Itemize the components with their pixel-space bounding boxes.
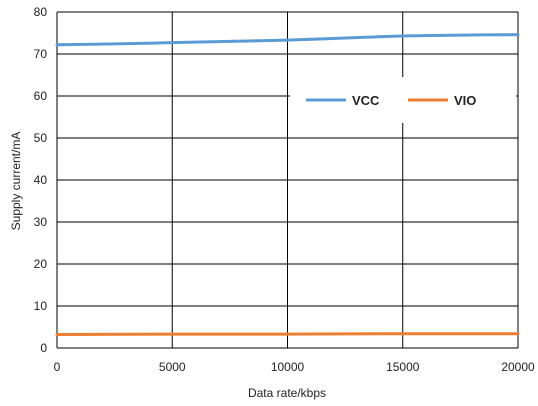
y-tick-label: 80 bbox=[34, 5, 48, 19]
y-tick-label: 30 bbox=[34, 215, 48, 229]
legend-label-vio: VIO bbox=[454, 93, 476, 108]
y-tick-label: 40 bbox=[34, 173, 48, 187]
x-axis-title: Data rate/kbps bbox=[248, 386, 326, 400]
y-tick-label: 60 bbox=[34, 89, 48, 103]
x-tick-label: 5000 bbox=[159, 360, 186, 374]
x-tick-label: 15000 bbox=[386, 360, 420, 374]
series-line-vcc bbox=[55, 33, 520, 47]
y-tick-label: 0 bbox=[40, 341, 47, 355]
gridlines bbox=[56, 11, 519, 349]
y-tick-label: 50 bbox=[34, 131, 48, 145]
y-tick-label: 20 bbox=[34, 257, 48, 271]
y-tick-label: 70 bbox=[34, 47, 48, 61]
y-axis-title: Supply current/mA bbox=[9, 132, 23, 231]
series-lines bbox=[55, 33, 520, 337]
y-axis-ticks: 0 10 20 30 40 50 60 70 80 bbox=[34, 5, 48, 355]
x-tick-label: 10000 bbox=[271, 360, 305, 374]
x-tick-label: 20000 bbox=[501, 360, 535, 374]
y-tick-label: 10 bbox=[34, 299, 48, 313]
legend-label-vcc: VCC bbox=[352, 93, 380, 108]
x-tick-label: 0 bbox=[54, 360, 61, 374]
legend: VCC VIO bbox=[306, 93, 476, 108]
x-axis-ticks: 0 5000 10000 15000 20000 bbox=[54, 360, 535, 374]
series-line-vio bbox=[55, 332, 520, 337]
